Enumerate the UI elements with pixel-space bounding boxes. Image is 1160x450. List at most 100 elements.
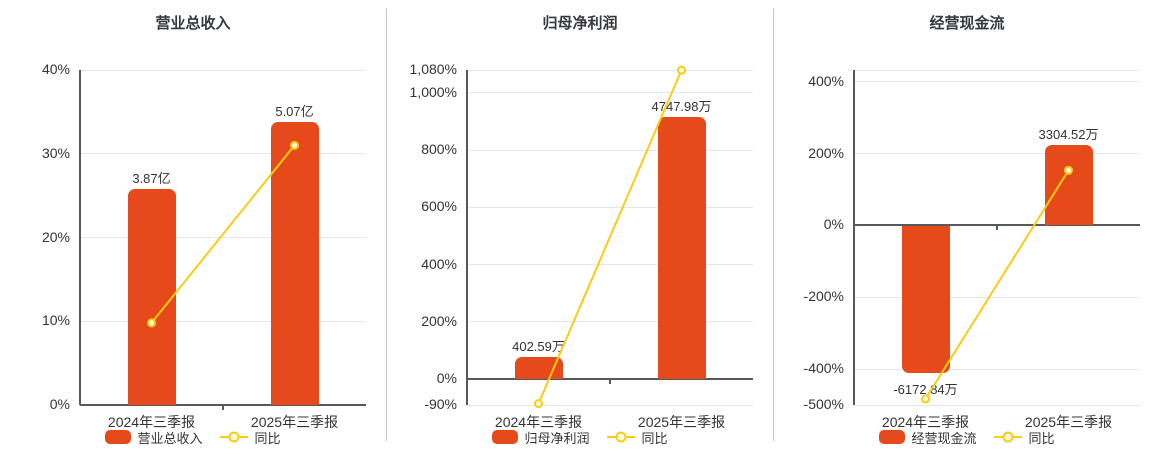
- gridline: [467, 264, 753, 266]
- plot-area: 3.87亿 5.07亿: [79, 69, 366, 410]
- legend-item-bar[interactable]: 归母净利润: [492, 428, 590, 447]
- legend-line-label: 同比: [641, 430, 668, 446]
- x-category-label: 2024年三季报: [494, 414, 583, 430]
- legend-item-bar[interactable]: 经营现金流: [879, 428, 977, 447]
- legend-line-label: 同比: [1028, 430, 1055, 446]
- y-tick-label: 600%: [421, 198, 457, 215]
- gridline: [854, 404, 1140, 406]
- legend: 营业总收入 同比: [0, 427, 386, 447]
- y-tick-label: 400%: [421, 255, 457, 272]
- bar-value-label: 402.59万: [512, 338, 565, 354]
- yoy-line: [921, 165, 1073, 404]
- y-tick-label: -400%: [803, 360, 844, 377]
- yoy-line: [147, 140, 299, 328]
- chart-panel: 经营现金流 -6172.84万 3304.52万 经营现金流 同比 400% 200…: [774, 0, 1160, 450]
- yoy-marker: [147, 318, 156, 328]
- legend-bar-label: 经营现金流: [911, 430, 977, 446]
- y-tick-label: 40%: [41, 61, 70, 77]
- yoy-line-path: [150, 144, 296, 324]
- gridline: [854, 153, 1140, 155]
- chart-title: 归母净利润: [542, 15, 618, 32]
- legend: 归母净利润 同比: [387, 427, 773, 447]
- bar-value-label: 5.07亿: [275, 103, 314, 119]
- y-tick-label: -200%: [803, 288, 844, 305]
- gridline: [854, 368, 1140, 370]
- legend-item-line[interactable]: 同比: [606, 428, 668, 447]
- x-category-label: 2024年三季报: [881, 414, 970, 430]
- bar-swatch-icon: [879, 430, 906, 444]
- legend-item-line[interactable]: 同比: [219, 428, 281, 447]
- legend: 经营现金流 同比: [774, 427, 1160, 447]
- panel-divider: [773, 9, 774, 441]
- bar-period-2: [1044, 144, 1093, 226]
- line-marker-icon: [993, 431, 1022, 443]
- y-tick-label: -90%: [424, 396, 457, 412]
- gridline: [854, 81, 1140, 83]
- bar-period-2: [657, 117, 706, 380]
- gridline: [467, 206, 753, 208]
- y-tick-label: 20%: [41, 228, 70, 245]
- y-axis-line: [466, 70, 468, 405]
- gridline: [80, 237, 366, 238]
- bar-period-1: [901, 226, 950, 373]
- y-tick-label: 200%: [421, 312, 457, 329]
- yoy-line-path: [924, 169, 1070, 400]
- yoy-marker: [921, 394, 930, 404]
- bar-swatch-icon: [105, 430, 132, 444]
- chart-panel: 归母净利润 402.59万 4747.98万 归母净利润 同比 1,080% 1,0…: [387, 0, 773, 450]
- yoy-line-path: [537, 69, 683, 404]
- x-category-label: 2024年三季报: [107, 414, 196, 430]
- legend-bar-label: 营业总收入: [137, 430, 203, 446]
- y-tick-label: 10%: [41, 312, 70, 329]
- x-category-label: 2025年三季报: [1024, 414, 1113, 430]
- y-tick-label: 0%: [823, 216, 844, 233]
- y-tick-label: 1,000%: [409, 83, 457, 100]
- legend-bar-label: 归母净利润: [524, 430, 590, 446]
- plot-area: -6172.84万 3304.52万: [853, 70, 1140, 406]
- x-axis-tick: [996, 225, 998, 231]
- gridline: [467, 321, 753, 323]
- plot-area: 402.59万 4747.98万: [466, 65, 753, 409]
- y-axis-line: [853, 70, 855, 405]
- line-marker-icon: [219, 431, 248, 443]
- y-tick-label: 400%: [808, 72, 844, 89]
- yoy-line: [534, 65, 686, 409]
- yoy-marker: [290, 140, 299, 150]
- chart-title: 营业总收入: [155, 15, 231, 32]
- gridline: [467, 404, 753, 406]
- x-category-label: 2025年三季报: [637, 414, 726, 430]
- x-axis-tick: [222, 405, 224, 410]
- gridline: [854, 296, 1140, 298]
- y-axis-line: [79, 70, 81, 405]
- gridline: [467, 69, 753, 71]
- bar-period-1: [127, 188, 176, 405]
- y-tick-label: 800%: [421, 141, 457, 158]
- bar-value-label: -6172.84万: [893, 381, 958, 397]
- x-category-label: 2025年三季报: [250, 414, 339, 430]
- y-tick-label: 0%: [49, 396, 70, 412]
- gridline: [467, 92, 753, 94]
- line-marker-icon: [606, 431, 635, 443]
- panel-divider: [386, 9, 387, 441]
- y-tick-label: 200%: [808, 144, 844, 161]
- y-tick-label: 1,080%: [409, 61, 457, 77]
- gridline: [80, 320, 366, 322]
- x-axis-tick: [609, 379, 611, 385]
- chart-title: 经营现金流: [929, 15, 1005, 32]
- plot-top-border: [854, 70, 1140, 71]
- legend-item-bar[interactable]: 营业总收入: [105, 428, 203, 447]
- y-tick-label: 30%: [41, 144, 70, 161]
- yoy-marker: [534, 399, 543, 409]
- gridline: [80, 153, 366, 155]
- bar-value-label: 3.87亿: [132, 170, 171, 186]
- yoy-marker: [1064, 165, 1073, 175]
- y-tick-label: -500%: [803, 396, 844, 412]
- chart-panel: 营业总收入 3.87亿 5.07亿 营业总收入 同比 40% 30% 20% 10% 0%…: [0, 0, 386, 450]
- bar-swatch-icon: [492, 430, 519, 444]
- yoy-marker: [677, 65, 686, 75]
- bar-period-2: [270, 121, 319, 405]
- y-tick-label: 0%: [436, 370, 457, 387]
- gridline: [467, 149, 753, 151]
- legend-item-line[interactable]: 同比: [993, 428, 1055, 447]
